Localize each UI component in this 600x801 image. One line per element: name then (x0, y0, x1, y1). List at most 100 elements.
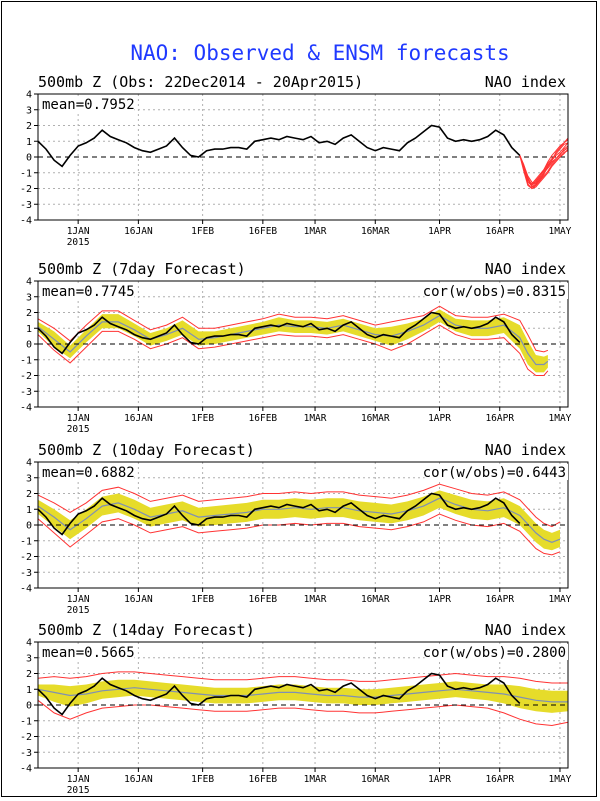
y-tick-label: 0 (26, 153, 32, 164)
y-tick-label: 1 (26, 685, 32, 696)
y-tick-label: 1 (26, 505, 32, 516)
x-tick-label: 1APR (428, 226, 451, 237)
ens-mean-line (37, 687, 568, 703)
x-tick-label: 16APR (485, 413, 514, 424)
ensemble-member-7 (519, 148, 569, 190)
panel-title: 500mb Z (14day Forecast) (38, 621, 255, 639)
spread-band (38, 679, 568, 713)
x-tick-label: 1FEB (191, 594, 214, 605)
y-tick-label: 3 (26, 105, 32, 116)
x-tick-label: 1APR (428, 413, 451, 424)
y-tick-label: 3 (26, 292, 32, 303)
corr-label-bg (424, 644, 568, 660)
chart-panel-1: 500mb Z (Obs: 22Dec2014 - 20Apr2015) NAO … (20, 73, 572, 248)
x-tick-label: 1FEB (191, 413, 214, 424)
x-tick-label: 16JAN (124, 226, 153, 237)
mean-label: mean=0.7952 (42, 97, 135, 113)
x-tick-label: 1JAN (67, 226, 90, 237)
chart-panel-3: 500mb Z (10day Forecast) NAO index -4 -3 -2 -… (20, 441, 572, 616)
x-tick-label: 1JAN (67, 774, 90, 785)
corr-label: cor(w/obs)=0.2800 (423, 645, 566, 661)
y-tick-label: -1 (20, 168, 32, 179)
observed-line (37, 672, 521, 716)
y-tick-label: -3 (20, 387, 32, 398)
x-tick-label: 16MAR (361, 594, 390, 605)
x-tick-label: 16MAR (361, 413, 390, 424)
mean-label-bg (40, 283, 135, 299)
mean-label: mean=0.5665 (42, 645, 135, 661)
y-tick-label: -1 (20, 716, 32, 727)
y-tick-label: -3 (20, 568, 32, 579)
x-tick-sublabel: 2015 (67, 424, 90, 435)
x-tick-sublabel: 2015 (67, 785, 90, 796)
corr-label-bg (424, 283, 568, 299)
x-tick-label: 16MAR (361, 774, 390, 785)
x-tick-label: 1MAR (304, 774, 327, 785)
y-tick-label: -4 (20, 403, 32, 414)
x-tick-label: 1MAY (549, 774, 572, 785)
y-tick-label: 1 (26, 324, 32, 335)
corr-label: cor(w/obs)=0.6443 (423, 465, 566, 481)
y-tick-label: -2 (20, 732, 32, 743)
mean-label-bg (40, 464, 135, 480)
chart-panel-4: 500mb Z (14day Forecast) NAO index -4 -3 -2 -… (20, 621, 572, 796)
chart-panel-2: 500mb Z (7day Forecast) NAO index -4 -3 -2 -1… (20, 260, 572, 435)
y-tick-label: 0 (26, 701, 32, 712)
ens-mean-line (37, 314, 549, 366)
x-tick-label: 1MAY (549, 594, 572, 605)
y-tick-label: 2 (26, 121, 32, 132)
mean-label: mean=0.7745 (42, 284, 135, 300)
x-tick-label: 1JAN (67, 413, 90, 424)
x-tick-label: 16FEB (249, 774, 278, 785)
index-label: NAO index (485, 260, 566, 278)
ens-max-line (37, 671, 568, 684)
x-tick-label: 16APR (485, 226, 514, 237)
index-label: NAO index (485, 621, 566, 639)
spread-band (38, 309, 548, 373)
x-tick-sublabel: 2015 (67, 605, 90, 616)
panels: 500mb Z (Obs: 22Dec2014 - 20Apr2015) NAO … (20, 73, 572, 796)
ens-max-line (37, 483, 561, 528)
corr-label: cor(w/obs)=0.8315 (423, 284, 566, 300)
x-tick-label: 1MAR (304, 594, 327, 605)
ens-min-line (37, 699, 569, 727)
y-tick-label: 4 (26, 90, 32, 101)
y-tick-label: -3 (20, 200, 32, 211)
spread-band (38, 490, 560, 551)
x-tick-label: 16APR (485, 774, 514, 785)
y-tick-label: 3 (26, 653, 32, 664)
panel-title: 500mb Z (7day Forecast) (38, 260, 246, 278)
x-tick-label: 16MAR (361, 226, 390, 237)
x-tick-sublabel: 2015 (67, 237, 90, 248)
mean-label-bg (40, 644, 135, 660)
y-tick-label: 3 (26, 473, 32, 484)
y-tick-label: -1 (20, 355, 32, 366)
x-tick-label: 1MAY (549, 413, 572, 424)
mean-label: mean=0.6882 (42, 465, 135, 481)
y-tick-label: -3 (20, 748, 32, 759)
y-tick-label: -4 (20, 584, 32, 595)
y-tick-label: 2 (26, 308, 32, 319)
x-tick-label: 16JAN (124, 594, 153, 605)
x-tick-label: 1FEB (191, 774, 214, 785)
index-label: NAO index (485, 441, 566, 459)
y-tick-label: -4 (20, 216, 32, 227)
y-tick-label: -2 (20, 184, 32, 195)
y-tick-label: -1 (20, 536, 32, 547)
x-tick-label: 1MAR (304, 413, 327, 424)
x-tick-label: 1APR (428, 774, 451, 785)
y-tick-label: 0 (26, 521, 32, 532)
y-tick-label: 2 (26, 669, 32, 680)
ens-mean-line (37, 497, 561, 543)
panel-title: 500mb Z (Obs: 22Dec2014 - 20Apr2015) (38, 73, 363, 91)
ens-min-line (37, 324, 549, 376)
ensemble-member-8 (519, 145, 569, 188)
mean-label-bg (40, 96, 135, 112)
ens-max-line (37, 305, 549, 353)
y-tick-label: -2 (20, 552, 32, 563)
x-tick-label: 16JAN (124, 413, 153, 424)
y-tick-label: -2 (20, 371, 32, 382)
x-tick-label: 16FEB (249, 226, 278, 237)
